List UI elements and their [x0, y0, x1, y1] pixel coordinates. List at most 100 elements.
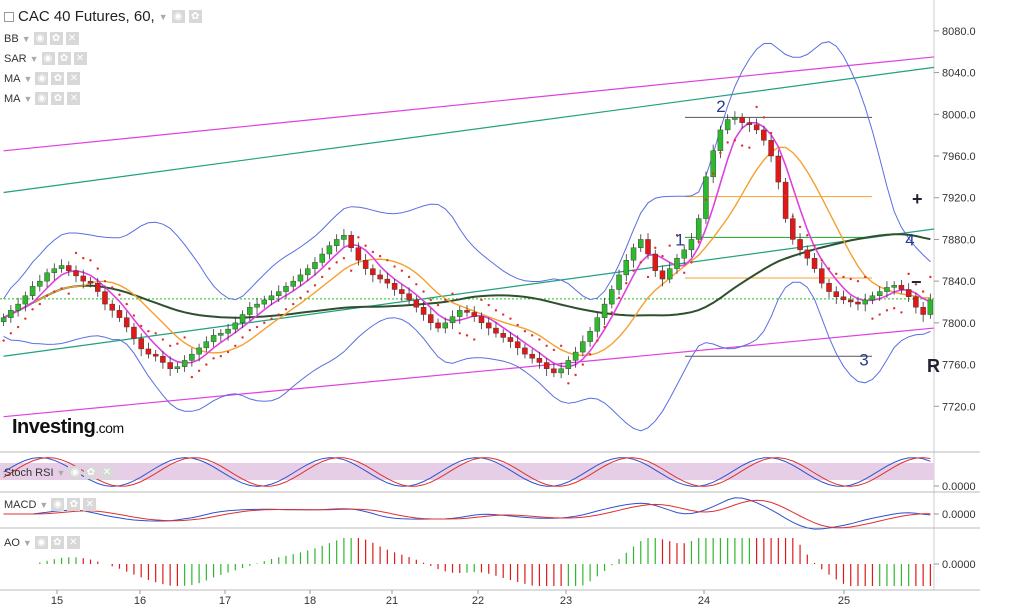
candle-body — [80, 275, 86, 282]
close-icon[interactable]: ✕ — [67, 92, 81, 105]
gear-icon[interactable]: ✿ — [57, 52, 71, 65]
candle-body — [869, 295, 876, 301]
close-icon[interactable]: ✕ — [67, 72, 81, 85]
eye-icon[interactable]: ◉ — [51, 498, 65, 511]
eye-icon[interactable]: ◉ — [171, 10, 185, 23]
indicator-label: SAR — [4, 52, 27, 65]
sar-dot — [147, 330, 150, 333]
sar-dot — [806, 234, 809, 237]
candle-body — [218, 333, 224, 336]
sar-dot — [798, 225, 802, 229]
eye-icon[interactable]: ◉ — [33, 32, 47, 45]
eye-icon[interactable]: ◉ — [35, 92, 49, 105]
sar-dot — [103, 279, 107, 283]
candle-body — [594, 317, 601, 332]
sar-dot — [675, 234, 679, 237]
chevron-down-icon[interactable]: ▼ — [158, 11, 168, 22]
sar-dot — [661, 254, 664, 258]
sar-dot — [907, 272, 910, 276]
zoom-in-button[interactable]: + — [912, 189, 923, 209]
candle-body — [580, 341, 586, 353]
chevron-down-icon[interactable]: ▼ — [22, 537, 32, 548]
close-icon[interactable]: ✕ — [66, 536, 80, 549]
candle-body — [167, 362, 173, 369]
eye-icon[interactable]: ◉ — [41, 52, 55, 65]
sar-dot — [219, 355, 223, 358]
gear-icon[interactable]: ✿ — [50, 536, 64, 549]
sar-dot — [190, 375, 194, 379]
indicator-ma-1[interactable]: MA ▼ ◉ ✿ ✕ — [4, 72, 81, 85]
price-tick-label: 7800.0 — [942, 318, 976, 330]
chevron-down-icon[interactable]: ▼ — [56, 467, 66, 478]
time-tick-label: 18 — [304, 595, 316, 607]
pane-label-ao[interactable]: AO ▼ ◉ ✿ ✕ — [4, 536, 80, 549]
gear-icon[interactable]: ✿ — [49, 32, 63, 45]
sar-dot — [835, 272, 838, 276]
zoom-out-button[interactable]: − — [911, 272, 922, 292]
sar-dot — [530, 334, 534, 337]
gear-icon[interactable]: ✿ — [188, 10, 202, 23]
close-icon[interactable]: ✕ — [65, 32, 79, 45]
sar-dot — [487, 303, 490, 307]
indicator-sar[interactable]: SAR ▼ ◉ ✿ ✕ — [4, 52, 87, 65]
candle-body — [587, 331, 593, 342]
chevron-down-icon[interactable]: ▼ — [23, 93, 33, 104]
sar-dot — [45, 294, 49, 297]
candle-body — [189, 353, 195, 361]
sar-dot — [161, 338, 165, 341]
candle-body — [254, 303, 260, 308]
candle-body — [819, 268, 825, 284]
sar-dot — [458, 332, 461, 335]
chevron-down-icon[interactable]: ▼ — [39, 499, 49, 510]
candle-body — [876, 291, 883, 296]
indicator-bb[interactable]: BB ▼ ◉ ✿ ✕ — [4, 32, 79, 45]
candle-body — [811, 258, 818, 269]
price-tick-label: 8000.0 — [942, 109, 976, 121]
candle-body — [514, 341, 521, 349]
pane-label-macd[interactable]: MACD ▼ ◉ ✿ ✕ — [4, 498, 97, 511]
candle-body — [152, 353, 159, 357]
sar-dot — [813, 244, 816, 247]
sar-dot — [588, 352, 592, 356]
chevron-down-icon[interactable]: ▼ — [21, 33, 31, 44]
eye-icon[interactable]: ◉ — [35, 72, 49, 85]
gear-icon[interactable]: ✿ — [51, 72, 65, 85]
candle-body — [920, 307, 926, 315]
indicator-ma-2[interactable]: MA ▼ ◉ ✿ ✕ — [4, 92, 81, 105]
sar-dot — [342, 257, 346, 260]
candle-body — [471, 312, 477, 317]
collapse-icon[interactable] — [4, 11, 14, 22]
sar-dot — [270, 317, 273, 320]
candle-body — [73, 270, 79, 277]
eye-icon[interactable]: ◉ — [34, 536, 48, 549]
sar-dot — [668, 244, 671, 247]
candle-body — [833, 291, 839, 297]
sar-dot — [921, 290, 925, 293]
candle-body — [695, 218, 702, 240]
price-tick-label: 7760.0 — [942, 360, 976, 372]
eye-icon[interactable]: ◉ — [68, 466, 82, 479]
close-icon[interactable]: ✕ — [100, 466, 114, 479]
sar-dot — [864, 275, 867, 279]
candle-body — [630, 247, 637, 261]
close-icon[interactable]: ✕ — [83, 498, 97, 511]
gear-icon[interactable]: ✿ — [51, 92, 65, 105]
gear-icon[interactable]: ✿ — [84, 466, 98, 479]
sar-dot — [248, 328, 251, 332]
stoch-k-line — [3, 457, 931, 487]
sar-dot — [263, 321, 266, 325]
chevron-down-icon[interactable]: ▼ — [23, 73, 33, 84]
reset-zoom-button[interactable]: R — [927, 356, 940, 376]
gear-icon[interactable]: ✿ — [67, 498, 81, 511]
close-icon[interactable]: ✕ — [73, 52, 87, 65]
sar-dot — [711, 172, 715, 175]
candle-body — [645, 239, 651, 255]
wave-annotation-label: 2 — [716, 97, 725, 116]
candle-body — [717, 129, 724, 151]
chevron-down-icon[interactable]: ▼ — [29, 53, 39, 64]
sar-dot — [378, 254, 382, 258]
ma-long-line — [3, 233, 931, 319]
pane-label-stoch[interactable]: Stoch RSI ▼ ◉ ✿ ✕ — [4, 466, 114, 479]
candle-body — [797, 239, 803, 251]
